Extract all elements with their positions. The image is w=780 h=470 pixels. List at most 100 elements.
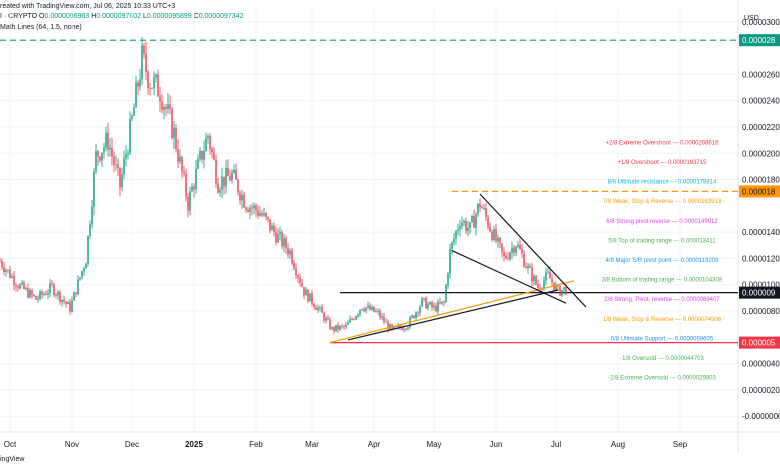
candle-body — [401, 327, 403, 330]
math-line-label: 8/8 Ultimate resistance --- 0.0000178814 — [608, 180, 717, 186]
ohlc-c-label: C — [191, 13, 199, 20]
candle-body — [537, 284, 539, 289]
candle-body — [277, 233, 279, 243]
candle-body — [5, 270, 7, 273]
candle-body — [305, 289, 307, 296]
candle-body — [195, 168, 197, 190]
candle-body — [197, 158, 199, 169]
candle-body — [447, 273, 449, 286]
candle-body — [147, 72, 149, 89]
candle-body — [267, 216, 269, 220]
candle-body — [399, 325, 401, 328]
candle-body — [235, 169, 237, 180]
x-tick-label: Nov — [65, 440, 79, 449]
candle-body — [7, 269, 9, 271]
candle-body — [325, 318, 327, 321]
candle-body — [561, 289, 563, 296]
candle-body — [43, 293, 45, 295]
candle-body — [23, 282, 25, 290]
candle-body — [373, 306, 375, 312]
candle-body — [173, 127, 175, 139]
candle-body — [107, 132, 109, 150]
candle-body — [465, 221, 467, 231]
candle-body — [289, 250, 291, 255]
candle-body — [257, 210, 259, 216]
candle-body — [117, 164, 119, 168]
candle-body — [241, 194, 243, 201]
candle-body — [307, 289, 309, 302]
candle-body — [335, 325, 337, 332]
price-tag — [739, 336, 780, 349]
candle-body — [355, 316, 357, 320]
candle-body — [513, 247, 515, 253]
candle-body — [29, 290, 31, 298]
candle-body — [127, 153, 129, 155]
price-tag — [739, 34, 780, 47]
candle-body — [337, 325, 339, 330]
candle-body — [371, 306, 373, 310]
candle-body — [183, 171, 185, 174]
ohlc-h-value: 0.0000097602 — [96, 13, 142, 20]
candle-body — [109, 147, 111, 150]
candle-body — [345, 324, 347, 327]
candle-body — [39, 291, 41, 299]
ohlc-c-value: 0.0000097342 — [198, 13, 244, 20]
indicator-label[interactable]: Math Lines (64, 1.5, none) — [0, 24, 82, 31]
candle-body — [199, 150, 201, 159]
candle-body — [319, 307, 321, 308]
candle-body — [251, 207, 253, 209]
candle-body — [467, 227, 469, 231]
candle-body — [405, 328, 407, 330]
candle-body — [229, 175, 231, 181]
candle-body — [71, 300, 73, 312]
y-tick-label: 0.0000300 — [742, 18, 780, 27]
candle-body — [297, 275, 299, 278]
candle-body — [403, 328, 405, 330]
candle-body — [435, 305, 437, 312]
candle-body — [141, 45, 143, 80]
ohlc-o-value: 0.0000096963 — [44, 13, 90, 20]
created-caption: reated with TradingView.com, Jul 06, 202… — [0, 3, 176, 10]
math-line-label: 5/8 Top of trading range --- 0.000013411 — [608, 238, 716, 244]
candle-body — [533, 276, 535, 282]
x-tick-label: Feb — [249, 440, 263, 449]
candle-body — [79, 277, 81, 280]
candle-body — [265, 213, 267, 217]
x-tick-label: May — [426, 440, 441, 449]
y-tick-label: 0.0000040 — [742, 360, 780, 369]
x-tick-label: Mar — [305, 440, 319, 449]
candle-body — [449, 248, 451, 274]
candle-body — [341, 325, 343, 327]
candle-body — [317, 307, 319, 311]
candle-body — [547, 271, 549, 273]
candle-body — [287, 248, 289, 255]
candle-body — [253, 205, 255, 208]
price-tag — [739, 185, 780, 198]
x-tick-label: Oct — [4, 440, 17, 449]
candle-body — [53, 284, 55, 296]
candle-body — [95, 150, 97, 172]
candle-body — [375, 311, 377, 313]
candle-body — [433, 305, 435, 308]
symbol-name[interactable]: I · CRYPTO — [0, 13, 38, 20]
candle-body — [27, 288, 29, 298]
math-line-label: +1/8 Overshoot --- 0.0000193715 — [618, 160, 708, 166]
candle-body — [299, 277, 301, 284]
candle-body — [149, 88, 151, 89]
candle-body — [187, 196, 189, 211]
candle-body — [551, 278, 553, 283]
candle-body — [1, 261, 3, 268]
candle-body — [379, 311, 381, 318]
candle-body — [181, 156, 183, 172]
candle-body — [361, 308, 363, 310]
candle-body — [77, 279, 79, 295]
candle-body — [285, 238, 287, 249]
candle-body — [437, 302, 439, 312]
candle-body — [21, 282, 23, 285]
candle-body — [259, 213, 261, 216]
candle-body — [367, 305, 369, 308]
candle-body — [231, 172, 233, 181]
candle-body — [125, 154, 127, 159]
math-line-label: 3/8 Bottom of trading range --- 0.000010… — [602, 278, 723, 284]
